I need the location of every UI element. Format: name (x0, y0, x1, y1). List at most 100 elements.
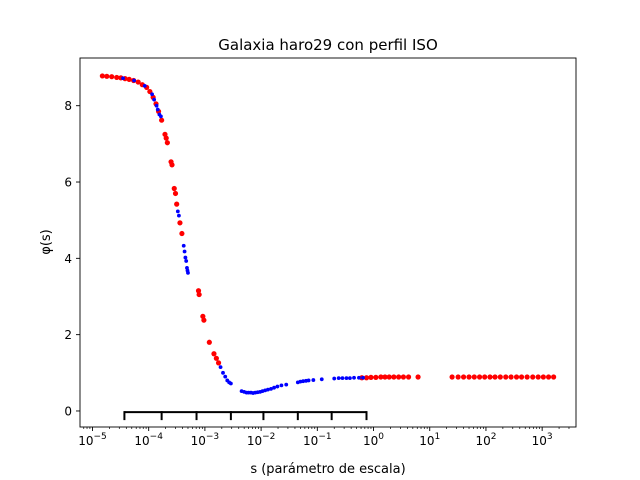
data-point-blue (265, 387, 270, 392)
data-point-red (535, 374, 541, 380)
data-point-blue (150, 92, 154, 97)
data-point-blue (152, 97, 157, 102)
data-point-red (492, 374, 498, 380)
data-point-red (415, 374, 421, 380)
data-point-red (363, 375, 370, 381)
data-point-red (471, 374, 477, 380)
data-point-red (508, 374, 514, 380)
data-point-red (159, 117, 165, 123)
data-point-blue (177, 213, 181, 218)
data-point-blue (155, 107, 160, 112)
data-point-blue (275, 384, 280, 389)
data-point-red (99, 73, 105, 79)
data-point-red (196, 291, 202, 298)
data-point-red (163, 135, 169, 141)
data-point-blue (221, 370, 225, 375)
data-point-red (455, 374, 461, 380)
data-point-red (400, 374, 406, 380)
data-point-red (524, 374, 530, 380)
data-point-blue (361, 375, 365, 380)
data-point-red (213, 355, 219, 361)
data-point-blue (181, 243, 186, 248)
data-point-red (391, 374, 397, 380)
y-tick-label: 0 (64, 404, 72, 418)
x-axis-label: s (parámetro de escala) (250, 462, 405, 477)
data-point-blue (340, 376, 345, 381)
data-point-blue (159, 114, 163, 119)
data-point-blue (348, 376, 352, 381)
data-point-red (172, 190, 179, 197)
data-point-blue (183, 255, 188, 260)
data-point-red (396, 374, 402, 380)
data-point-blue (175, 209, 180, 214)
data-point-red (382, 374, 388, 380)
data-point-blue (142, 83, 147, 88)
data-point-red (513, 374, 520, 380)
data-point-blue (301, 379, 306, 384)
data-point-red (466, 374, 472, 380)
data-point-blue (121, 76, 125, 81)
data-point-red (164, 140, 170, 146)
data-point-red (503, 374, 509, 380)
data-point-red (386, 374, 392, 380)
data-point-red (104, 73, 110, 79)
axes-frame (79, 57, 577, 428)
data-point-blue (311, 378, 316, 382)
data-point-red (201, 317, 207, 323)
data-point-blue (336, 376, 341, 381)
data-point-red (169, 162, 175, 168)
data-point-red (551, 374, 557, 380)
data-point-red (476, 374, 483, 380)
data-point-red (405, 374, 412, 380)
data-point-red (487, 374, 493, 380)
data-point-red (195, 288, 202, 294)
data-point-blue (218, 365, 223, 369)
data-point-red (497, 374, 503, 380)
data-point-red (530, 374, 536, 380)
data-point-red (211, 351, 217, 357)
data-point-blue (223, 374, 228, 379)
data-point-red (109, 74, 115, 80)
data-point-red (482, 374, 488, 380)
y-tick-label: 8 (64, 99, 72, 113)
data-point-blue (284, 382, 289, 387)
data-point-blue (357, 375, 361, 380)
data-point-blue (132, 78, 136, 83)
y-tick-label: 4 (64, 252, 72, 266)
data-point-blue (298, 379, 303, 384)
data-point-red (378, 374, 384, 380)
data-point-red (368, 374, 374, 380)
data-point-red (171, 185, 177, 192)
data-point-red (114, 74, 120, 81)
data-point-blue (269, 386, 273, 391)
y-axis-label: φ(s) (39, 229, 54, 255)
data-point-red (449, 374, 455, 380)
data-point-red (373, 374, 379, 380)
data-point-blue (306, 378, 311, 383)
y-tick-label: 6 (64, 176, 72, 190)
data-point-blue (332, 376, 337, 381)
data-point-red (135, 79, 141, 85)
data-point-blue (184, 259, 189, 263)
data-point-red (215, 360, 222, 366)
y-tick-label: 2 (64, 328, 72, 342)
data-point-red (206, 339, 212, 345)
data-point-blue (352, 375, 356, 380)
plot-area (99, 73, 557, 421)
data-point-red (518, 374, 525, 380)
data-point-red (460, 374, 467, 380)
data-point-red (545, 374, 552, 380)
data-point-red (179, 230, 185, 237)
data-point-red (177, 220, 183, 226)
data-point-blue (154, 103, 159, 108)
data-point-blue (228, 381, 233, 386)
data-point-blue (319, 377, 324, 382)
data-point-blue (186, 270, 190, 275)
data-point-blue (182, 249, 187, 254)
chart-title: Galaxia haro29 con perfil ISO (218, 36, 438, 54)
data-point-red (174, 201, 180, 207)
data-point-blue (279, 383, 284, 388)
data-point-red (540, 374, 546, 380)
